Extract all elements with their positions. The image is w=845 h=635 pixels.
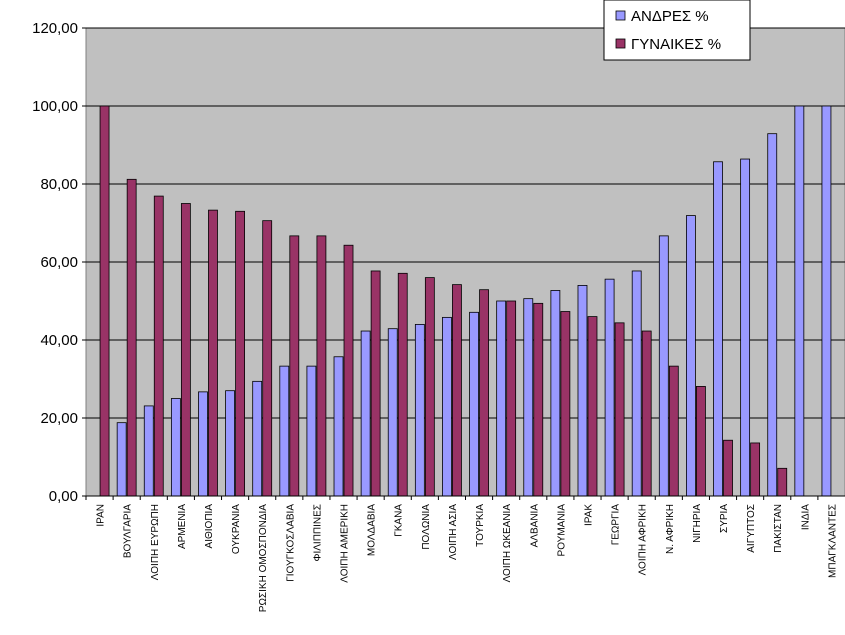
bar-women — [614, 322, 625, 497]
bar-men — [550, 290, 561, 497]
bar-men — [306, 365, 317, 497]
bar-men — [442, 316, 452, 497]
x-category-label: ΛΟΙΠΗ ΑΦΡΙΚΗ — [638, 504, 649, 575]
bar-men — [143, 405, 154, 497]
y-tick-label: 40,00 — [40, 332, 78, 349]
bar-women — [479, 289, 489, 497]
bar-men — [198, 391, 208, 497]
bar-women — [262, 220, 273, 497]
bar-women — [506, 300, 517, 497]
bar-women — [750, 442, 761, 497]
bar-women — [777, 467, 788, 497]
bar-men — [333, 356, 344, 497]
bar-women — [289, 235, 300, 497]
bar-women — [99, 105, 110, 497]
bar-women — [208, 209, 218, 497]
x-category-label: ΣΥΡΙΑ — [719, 504, 730, 533]
bar-men — [740, 158, 751, 497]
x-category-label: ΤΟΥΡΚΙΑ — [475, 504, 486, 547]
x-category-label: Ν. ΑΦΡΙΚΗ — [665, 504, 676, 554]
bar-men — [116, 422, 127, 497]
bar-men — [658, 235, 669, 497]
x-category-label: ΡΟΥΜΑΝΙΑ — [556, 504, 567, 557]
bar-women — [587, 316, 598, 497]
x-category-label: ΙΡΑΝ — [96, 504, 107, 527]
bar-women — [126, 178, 137, 497]
x-category-label: ΑΡΜΕΝΙΑ — [177, 504, 188, 549]
legend: ΑΝΔΡΕΣ % ΓΥΝΑΙΚΕΣ % — [603, 0, 751, 61]
bar-men — [387, 328, 398, 497]
x-axis-category-labels: ΙΡΑΝ ΒΟΥΛΓΑΡΙΑ ΛΟΙΠΗ ΕΥΡΩΠΗ ΑΡΜΕΝΙΑ ΑΙΘΙΟΠΙΑ… — [96, 504, 839, 613]
bar-men — [794, 105, 805, 497]
bar-men — [496, 300, 507, 497]
legend-box — [603, 0, 751, 61]
x-category-label: ΠΟΛΩΝΙΑ — [421, 504, 432, 550]
x-category-label: ΜΟΛΔΑΒΙΑ — [367, 504, 378, 556]
x-category-label: ΑΛΒΑΝΙΑ — [529, 504, 540, 548]
y-tick-label: 80,00 — [40, 176, 78, 193]
bar-men — [713, 161, 723, 497]
x-category-label: ΠΑΚΙΣΤΑΝ — [773, 504, 784, 553]
x-category-label: ΝΙΓΗΡΙΑ — [692, 504, 703, 543]
bar-men — [767, 133, 778, 497]
bar-men — [604, 278, 615, 497]
bar-women — [723, 439, 733, 497]
bar-men — [577, 284, 588, 497]
x-category-label: ΜΠΑΓΚΛΑΝΤΕΣ — [827, 504, 838, 578]
bar-women — [452, 284, 462, 497]
bar-women — [153, 195, 164, 497]
bar-women — [343, 244, 354, 497]
x-category-label: ΛΟΙΠΗ ΩΚΕΑΝΙΑ — [502, 504, 513, 583]
x-category-label: ΙΝΔΙΑ — [800, 504, 811, 530]
bar-women — [397, 272, 408, 497]
bar-women — [370, 270, 381, 497]
legend-swatch-men — [615, 10, 626, 21]
bar-men — [821, 105, 832, 497]
bar-men — [686, 215, 696, 497]
bar-women — [424, 277, 435, 497]
bar-women — [533, 302, 544, 497]
x-category-label: ΦΙΛΙΠΠΙΝΕΣ — [312, 504, 323, 562]
x-category-label: ΙΡΑΚ — [583, 504, 594, 526]
y-axis-tick-labels: 0,00 20,00 40,00 60,00 80,00 100,00 120,00 — [32, 20, 78, 505]
y-tick-label: 100,00 — [32, 98, 78, 115]
x-category-label: ΛΟΙΠΗ ΑΜΕΡΙΚΗ — [340, 504, 351, 583]
bar-women — [316, 235, 327, 497]
x-category-label: ΓΙΟΥΓΚΟΣΛΑΒΙΑ — [285, 504, 296, 582]
legend-swatch-women — [615, 38, 626, 49]
bar-men — [414, 323, 425, 497]
bar-women — [641, 330, 652, 497]
bar-men — [170, 398, 181, 497]
x-category-label: ΒΟΥΛΓΑΡΙΑ — [123, 504, 134, 558]
x-category-label: ΛΟΙΠΗ ΕΥΡΩΠΗ — [150, 504, 161, 580]
bar-men — [252, 380, 263, 497]
x-category-label: ΓΕΩΡΓΙΑ — [611, 504, 622, 546]
bar-men — [360, 330, 371, 497]
x-category-label: ΓΚΑΝΑ — [394, 504, 405, 537]
bar-men — [225, 390, 235, 497]
x-category-label: ΑΙΓΥΠΤΟΣ — [746, 504, 757, 553]
bar-men — [523, 298, 534, 497]
bar-women — [560, 311, 571, 497]
y-tick-label: 0,00 — [49, 488, 78, 505]
y-tick-label: 60,00 — [40, 254, 78, 271]
legend-label-men: ΑΝΔΡΕΣ % — [631, 8, 709, 25]
bar-men — [469, 311, 479, 497]
y-tick-label: 120,00 — [32, 20, 78, 37]
y-tick-label: 20,00 — [40, 410, 78, 427]
bar-men — [631, 270, 642, 497]
bar-women — [668, 365, 679, 497]
x-category-label: ΛΟΙΠΗ ΑΣΙΑ — [448, 504, 459, 560]
legend-label-women: ΓΥΝΑΙΚΕΣ % — [631, 36, 721, 53]
bar-women — [235, 210, 245, 497]
bar-women — [696, 386, 706, 497]
bar-women — [180, 203, 191, 497]
bar-men — [279, 365, 290, 497]
x-category-label: ΡΩΣΙΚΗ ΟΜΟΣΠΟΝΔΙΑ — [258, 504, 269, 613]
bars — [85, 105, 832, 500]
x-category-label: ΟΥΚΡΑΝΙΑ — [231, 504, 242, 554]
x-category-label: ΑΙΘΙΟΠΙΑ — [204, 504, 215, 549]
